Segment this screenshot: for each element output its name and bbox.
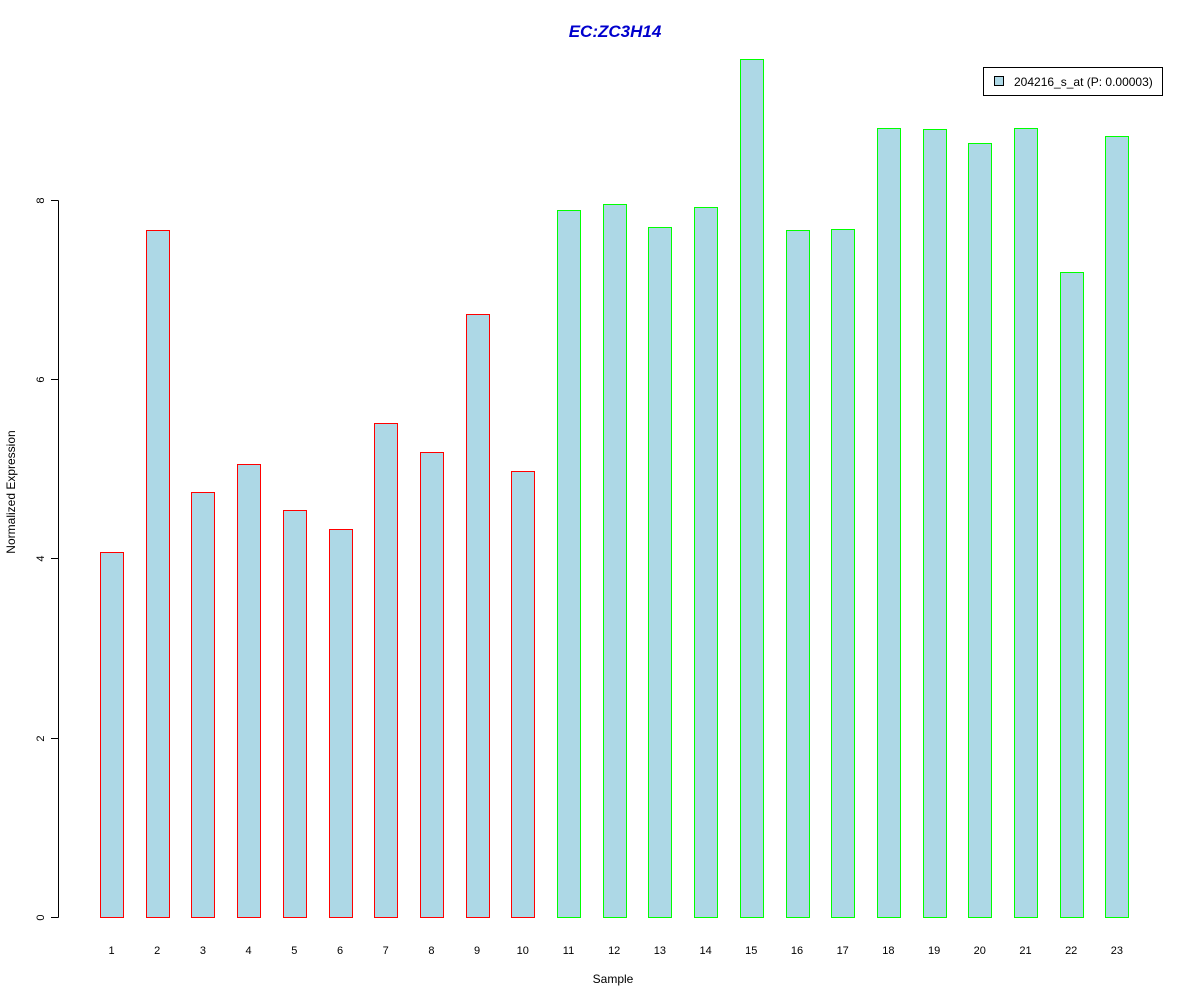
x-tick-label: 7: [383, 945, 389, 957]
x-tick-label: 8: [428, 945, 434, 957]
x-tick-label: 9: [474, 945, 480, 957]
legend-label: 204216_s_at (P: 0.00003): [1014, 75, 1153, 89]
y-tick-label: 0: [35, 914, 47, 920]
x-tick-label: 18: [882, 945, 894, 957]
x-tick-label: 19: [928, 945, 940, 957]
x-tick-label: 17: [837, 945, 849, 957]
bar-sample-3: [191, 492, 215, 918]
x-tick-label: 11: [563, 945, 574, 957]
bar-sample-22: [1060, 272, 1084, 918]
x-tick-label: 2: [154, 945, 160, 957]
y-axis-label: Normalized Expression: [4, 430, 18, 553]
x-tick-label: 12: [608, 945, 620, 957]
bar-sample-14: [694, 207, 718, 918]
y-tick-label: 6: [35, 376, 47, 382]
bar-sample-16: [786, 230, 810, 918]
bar-sample-23: [1105, 136, 1129, 918]
x-axis-label: Sample: [593, 972, 634, 986]
x-tick-label: 15: [745, 945, 757, 957]
x-tick-label: 22: [1065, 945, 1077, 957]
bar-sample-13: [648, 227, 672, 918]
bar-sample-18: [877, 128, 901, 918]
bar-sample-15: [740, 59, 764, 918]
x-tick-label: 23: [1111, 945, 1123, 957]
bar-sample-21: [1014, 128, 1038, 918]
y-tick-label: 4: [35, 555, 47, 561]
y-tick-label: 8: [35, 197, 47, 203]
y-tick-label: 2: [35, 735, 47, 741]
y-axis: 0 2 4 6 8: [35, 197, 59, 921]
legend-swatch: [994, 76, 1004, 86]
x-tick-label: 10: [517, 945, 529, 957]
x-tick-label: 3: [200, 945, 206, 957]
bar-sample-19: [923, 129, 947, 918]
legend: 204216_s_at (P: 0.00003): [983, 67, 1163, 96]
legend-box: [983, 67, 1163, 96]
x-tick-label: 5: [291, 945, 297, 957]
bar-sample-7: [374, 423, 398, 918]
chart-title: EC:ZC3H14: [569, 22, 662, 41]
x-tick-label: 14: [699, 945, 711, 957]
x-tick-label: 1: [108, 945, 114, 957]
bar-sample-2: [146, 230, 170, 918]
bar-sample-4: [237, 464, 261, 918]
bar-sample-10: [511, 471, 535, 918]
bar-sample-6: [329, 529, 353, 918]
x-tick-label: 16: [791, 945, 803, 957]
bar-sample-1: [100, 552, 124, 918]
x-tick-label: 13: [654, 945, 666, 957]
bars-group: [100, 59, 1129, 918]
x-tick-label: 4: [246, 945, 252, 957]
bar-sample-20: [968, 143, 992, 918]
bar-sample-17: [831, 229, 855, 918]
bar-sample-5: [283, 510, 307, 918]
bar-sample-12: [603, 204, 627, 918]
x-tick-label: 20: [974, 945, 986, 957]
bar-sample-8: [420, 452, 444, 918]
x-tick-label: 21: [1019, 945, 1031, 957]
bar-sample-11: [557, 210, 581, 918]
x-tick-labels: 1 2 3 4 5 6 7 8 9 10 11 12 13 14 15 16 17 18 19 20 21 22 23: [108, 945, 1123, 957]
x-tick-label: 6: [337, 945, 343, 957]
bar-sample-9: [466, 314, 490, 918]
